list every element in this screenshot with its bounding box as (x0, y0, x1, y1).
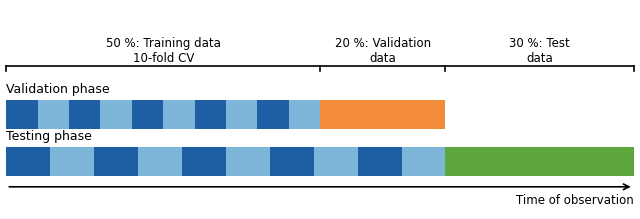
Bar (270, 147, 314, 176)
Bar (195, 100, 226, 129)
Bar (401, 147, 445, 176)
Bar (6, 147, 51, 176)
Bar (94, 147, 138, 176)
Text: Testing phase: Testing phase (6, 130, 92, 143)
Bar (226, 100, 257, 129)
Bar (289, 100, 320, 129)
Bar (320, 100, 445, 129)
Text: 50 %: Training data
10-fold CV: 50 %: Training data 10-fold CV (106, 37, 221, 65)
Bar (51, 147, 94, 176)
Text: 30 %: Test
data: 30 %: Test data (509, 37, 570, 65)
Bar (257, 100, 289, 129)
Bar (226, 147, 270, 176)
Bar (358, 147, 401, 176)
Bar (6, 100, 38, 129)
Bar (69, 100, 100, 129)
Bar (38, 100, 69, 129)
Bar (314, 147, 358, 176)
Bar (163, 100, 195, 129)
Text: Validation phase: Validation phase (6, 83, 110, 96)
Bar (100, 100, 132, 129)
Bar (445, 147, 634, 176)
Bar (132, 100, 163, 129)
Text: 20 %: Validation
data: 20 %: Validation data (335, 37, 431, 65)
Bar (182, 147, 226, 176)
Text: Time of observation: Time of observation (516, 194, 634, 207)
Bar (138, 147, 182, 176)
